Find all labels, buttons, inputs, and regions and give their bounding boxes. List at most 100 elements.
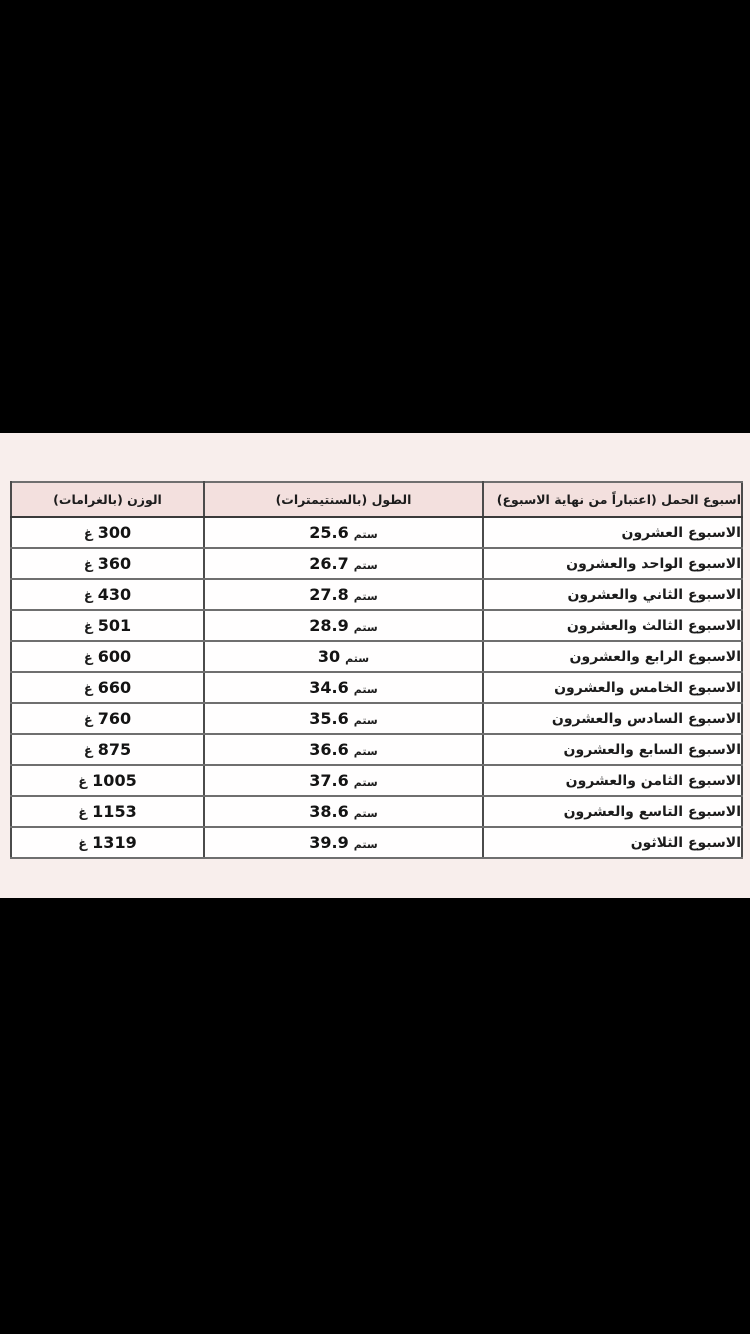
length-cell: 28.9 ستم — [203, 609, 484, 642]
week-cell: الاسبوع السابع والعشرون — [482, 733, 743, 766]
weight-unit-label: غ — [78, 837, 88, 852]
weight-value: 1319 — [92, 833, 137, 852]
length-value-group: 36.6 ستم — [309, 740, 377, 759]
length-cell: 37.6 ستم — [203, 764, 484, 797]
weight-value-group: غ 1005 — [78, 771, 136, 790]
week-cell: الاسبوع الخامس والعشرون — [482, 671, 743, 704]
weight-value-group: غ 300 — [84, 523, 131, 542]
table-row: الاسبوع الثامن والعشرون 37.6 ستم غ 1005 — [10, 764, 743, 797]
weight-value: 430 — [97, 585, 132, 604]
week-cell: الاسبوع السادس والعشرون — [482, 702, 743, 735]
letterbox-bottom — [0, 898, 750, 1334]
week-cell: الاسبوع الثاني والعشرون — [482, 578, 743, 611]
weight-value: 1153 — [92, 802, 137, 821]
length-value-group: 26.7 ستم — [309, 554, 377, 573]
weight-value-group: غ 875 — [84, 740, 131, 759]
week-cell: الاسبوع الرابع والعشرون — [482, 640, 743, 673]
weight-unit-label: غ — [83, 651, 93, 666]
weight-cell: غ 1005 — [10, 764, 205, 797]
weight-value: 600 — [97, 647, 132, 666]
weight-cell: غ 1153 — [10, 795, 205, 828]
length-cell: 25.6 ستم — [203, 516, 484, 549]
week-cell: الاسبوع الثالث والعشرون — [482, 609, 743, 642]
length-cell: 27.8 ستم — [203, 578, 484, 611]
length-unit-label: ستم — [353, 838, 378, 851]
weight-cell: غ 600 — [10, 640, 205, 673]
length-value: 37.6 — [309, 771, 349, 790]
length-cell: 39.9 ستم — [203, 826, 484, 859]
length-cell: 26.7 ستم — [203, 547, 484, 580]
length-cell: 38.6 ستم — [203, 795, 484, 828]
weight-cell: غ 300 — [10, 516, 205, 549]
table-row: الاسبوع العشرون 25.6 ستم غ 300 — [10, 516, 743, 549]
weight-value-group: غ 360 — [84, 554, 131, 573]
length-unit-label: ستم — [353, 745, 378, 758]
weight-unit-label: غ — [83, 682, 93, 697]
length-value-group: 34.6 ستم — [309, 678, 377, 697]
weight-value-group: غ 760 — [84, 709, 131, 728]
weight-unit-label: غ — [78, 775, 88, 790]
weight-value: 360 — [97, 554, 132, 573]
weight-cell: غ 430 — [10, 578, 205, 611]
table-row: الاسبوع السابع والعشرون 36.6 ستم غ 875 — [10, 733, 743, 766]
weight-value: 1005 — [92, 771, 137, 790]
length-unit-label: ستم — [353, 714, 378, 727]
weight-unit-label: غ — [78, 806, 88, 821]
length-unit-label: ستم — [353, 807, 378, 820]
weight-unit-label: غ — [83, 558, 93, 573]
length-cell: 36.6 ستم — [203, 733, 484, 766]
length-unit-label: ستم — [353, 528, 378, 541]
weight-value-group: غ 1319 — [78, 833, 136, 852]
length-value: 34.6 — [309, 678, 349, 697]
table-header-row: اسبوع الحمل (اعتباراً من نهاية الاسبوع) … — [10, 481, 743, 518]
weight-value-group: غ 660 — [84, 678, 131, 697]
length-value-group: 35.6 ستم — [309, 709, 377, 728]
table-row: الاسبوع الرابع والعشرون 30 ستم غ 600 — [10, 640, 743, 673]
column-header-week: اسبوع الحمل (اعتباراً من نهاية الاسبوع) — [482, 481, 743, 518]
weight-value: 875 — [97, 740, 132, 759]
length-value-group: 39.9 ستم — [309, 833, 377, 852]
length-value: 36.6 — [309, 740, 349, 759]
length-unit-label: ستم — [353, 621, 378, 634]
length-value-group: 27.8 ستم — [309, 585, 377, 604]
column-header-length: الطول (بالسنتيمترات) — [203, 481, 484, 518]
weight-cell: غ 1319 — [10, 826, 205, 859]
weight-unit-label: غ — [83, 589, 93, 604]
week-cell: الاسبوع الواحد والعشرون — [482, 547, 743, 580]
table-row: الاسبوع الخامس والعشرون 34.6 ستم غ 660 — [10, 671, 743, 704]
content-panel: اسبوع الحمل (اعتباراً من نهاية الاسبوع) … — [0, 433, 750, 898]
weight-cell: غ 660 — [10, 671, 205, 704]
week-cell: الاسبوع الثامن والعشرون — [482, 764, 743, 797]
week-cell: الاسبوع العشرون — [482, 516, 743, 549]
week-cell: الاسبوع التاسع والعشرون — [482, 795, 743, 828]
length-value-group: 25.6 ستم — [309, 523, 377, 542]
weight-cell: غ 501 — [10, 609, 205, 642]
length-unit-label: ستم — [353, 776, 378, 789]
weight-unit-label: غ — [83, 527, 93, 542]
weight-cell: غ 760 — [10, 702, 205, 735]
length-unit-label: ستم — [353, 683, 378, 696]
length-unit-label: ستم — [353, 590, 378, 603]
weight-cell: غ 875 — [10, 733, 205, 766]
weight-value-group: غ 600 — [84, 647, 131, 666]
table-body: الاسبوع العشرون 25.6 ستم غ 300 الاسبوع الواحد… — [10, 516, 743, 859]
length-cell: 34.6 ستم — [203, 671, 484, 704]
length-cell: 30 ستم — [203, 640, 484, 673]
weight-unit-label: غ — [83, 620, 93, 635]
pregnancy-growth-table: اسبوع الحمل (اعتباراً من نهاية الاسبوع) … — [10, 481, 743, 859]
weight-value: 660 — [97, 678, 132, 697]
table-row: الاسبوع الثالث والعشرون 28.9 ستم غ 501 — [10, 609, 743, 642]
length-cell: 35.6 ستم — [203, 702, 484, 735]
length-value: 39.9 — [309, 833, 349, 852]
column-header-weight: الوزن (بالغرامات) — [10, 481, 205, 518]
length-value-group: 38.6 ستم — [309, 802, 377, 821]
table-row: الاسبوع الثلاثون 39.9 ستم غ 1319 — [10, 826, 743, 859]
weight-value-group: غ 430 — [84, 585, 131, 604]
length-value: 35.6 — [309, 709, 349, 728]
length-value-group: 28.9 ستم — [309, 616, 377, 635]
weight-value: 501 — [97, 616, 132, 635]
length-value: 25.6 — [309, 523, 349, 542]
table-row: الاسبوع الثاني والعشرون 27.8 ستم غ 430 — [10, 578, 743, 611]
week-cell: الاسبوع الثلاثون — [482, 826, 743, 859]
weight-value: 300 — [97, 523, 132, 542]
